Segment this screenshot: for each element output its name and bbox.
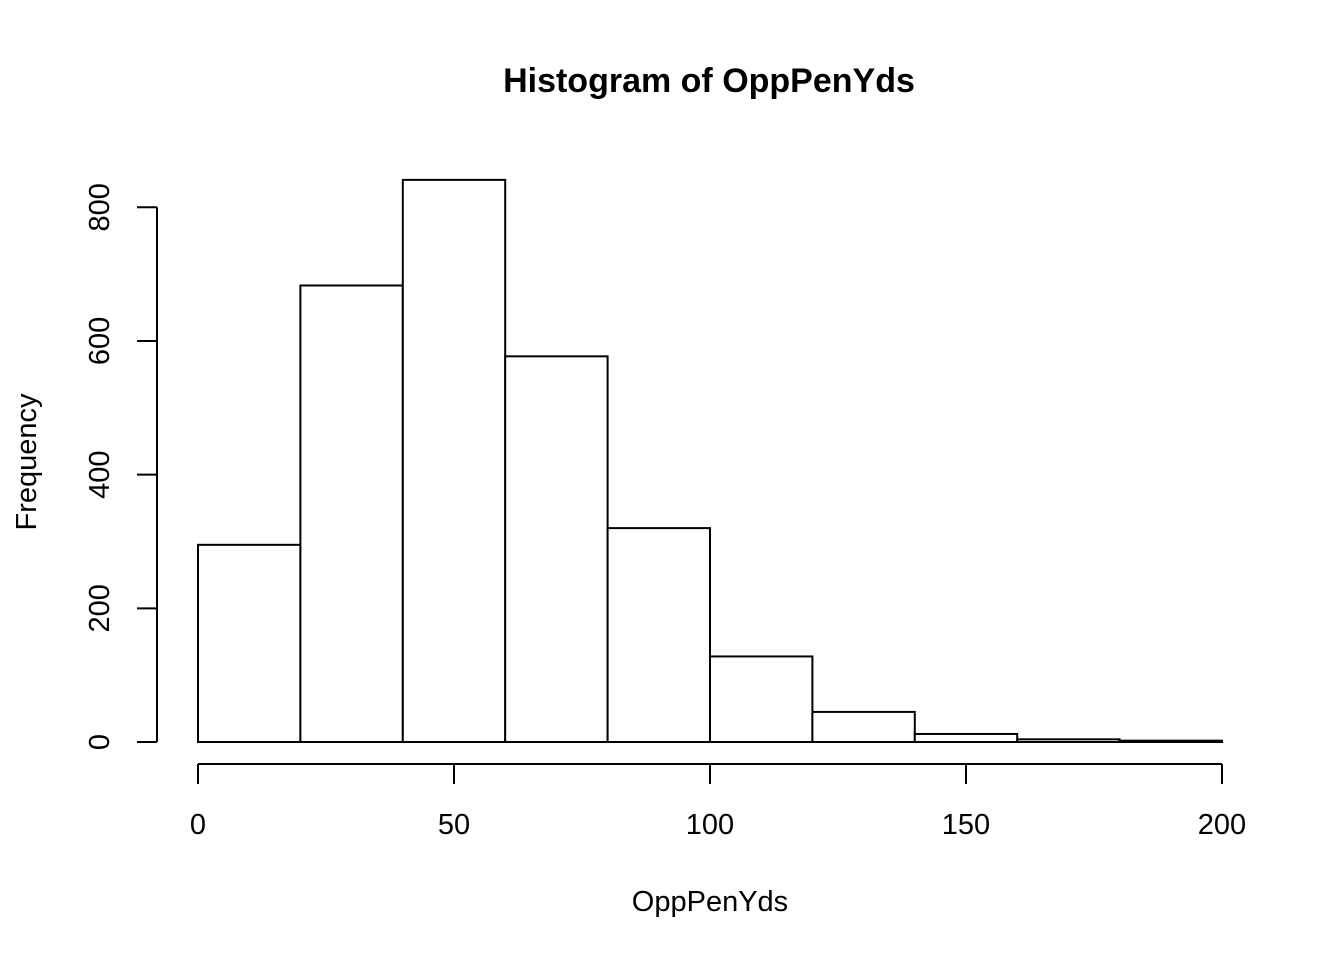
y-axis: 0 200 400 600 800 xyxy=(84,183,158,750)
histogram-bar-6 xyxy=(811,710,916,743)
histogram-bar-5 xyxy=(709,655,814,744)
histogram-bar-1 xyxy=(299,284,404,743)
x-tick-label-2: 100 xyxy=(686,809,734,841)
histogram-bar-7 xyxy=(913,732,1019,743)
chart-title: Histogram of OppPenYds xyxy=(503,62,915,100)
y-tick-label-0: 0 xyxy=(84,734,116,750)
histogram-bar-9 xyxy=(1118,739,1223,744)
histogram-bar-4 xyxy=(606,527,711,743)
y-tick-label-1: 200 xyxy=(84,584,116,632)
y-tick-label-4: 800 xyxy=(84,183,116,231)
histogram-bar-3 xyxy=(504,355,609,743)
histogram-bar-2 xyxy=(401,178,507,743)
x-tick-label-4: 200 xyxy=(1198,809,1246,841)
x-tick-label-0: 0 xyxy=(190,809,206,841)
x-tick-label-1: 50 xyxy=(438,809,470,841)
histogram-bar-8 xyxy=(1016,738,1121,744)
x-axis-label: OppPenYds xyxy=(632,886,788,918)
y-axis-label: Frequency xyxy=(11,393,43,531)
x-tick-label-3: 150 xyxy=(942,809,990,841)
y-tick-label-2: 400 xyxy=(84,450,116,498)
bars-group xyxy=(197,178,1223,744)
histogram-bar-0 xyxy=(197,543,302,744)
x-axis: 0 50 100 150 200 xyxy=(190,763,1246,841)
y-tick-label-3: 600 xyxy=(84,317,116,365)
